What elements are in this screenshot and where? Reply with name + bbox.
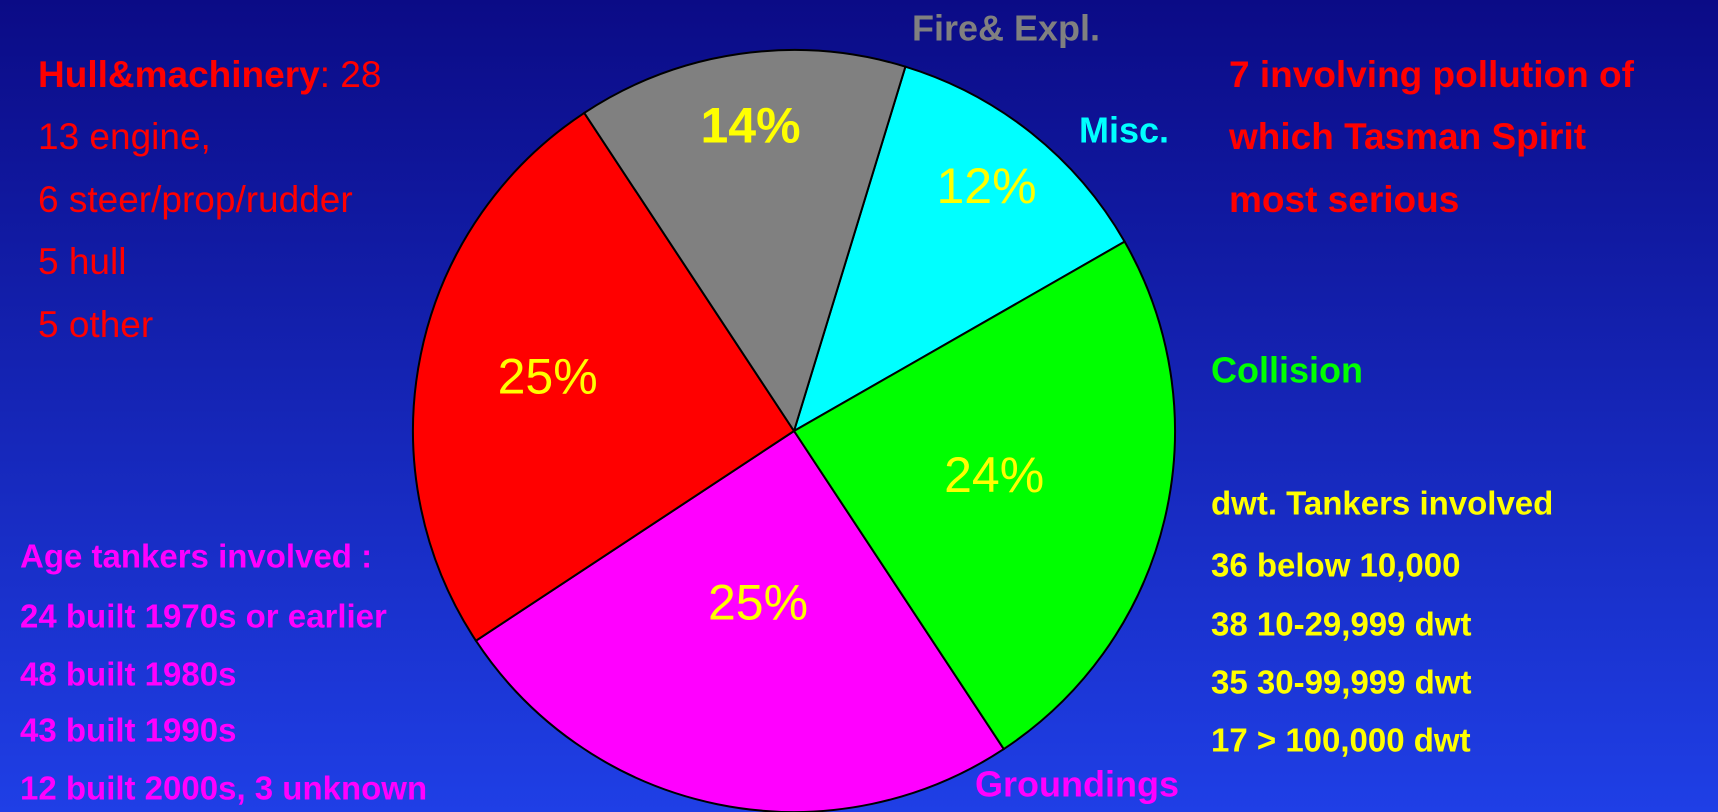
pie bbox=[412, 49, 1176, 812]
pollution-line: 7 involving pollution of bbox=[1229, 54, 1635, 95]
category-label: Groundings bbox=[975, 764, 1179, 805]
category-label: Collision bbox=[1211, 350, 1363, 391]
hull-line: 5 hull bbox=[38, 241, 126, 282]
dwt-line: 36 below 10,000 bbox=[1211, 547, 1460, 584]
category-label: Misc. bbox=[1079, 110, 1169, 151]
dwt-line: 38 10-29,999 dwt bbox=[1211, 606, 1472, 643]
hull-total: : 28 bbox=[320, 54, 382, 95]
pie-slice bbox=[582, 49, 907, 434]
labels: 12% Misc. 24% Collision 25% Groundings 25% 14% F… bbox=[498, 8, 1363, 805]
hull-line: 6 steer/prop/rudder bbox=[38, 179, 353, 220]
age-line: 12 built 2000s, 3 unknown bbox=[20, 770, 427, 807]
value-label: 24% bbox=[944, 447, 1044, 503]
annotations: Hull&machinery: 28 13 engine, 6 steer/prop… bbox=[20, 54, 1635, 807]
hull-line: 13 engine, bbox=[38, 116, 211, 157]
pie-slice bbox=[792, 65, 1126, 434]
pollution-line: most serious bbox=[1229, 179, 1459, 220]
age-line: 24 built 1970s or earlier bbox=[20, 598, 387, 635]
pie-slice bbox=[792, 240, 1176, 751]
hull-category: Hull&machinery bbox=[38, 54, 320, 95]
category-label: Fire& Expl. bbox=[912, 8, 1100, 49]
age-line: Age tankers involved : bbox=[20, 538, 372, 575]
hull-line: 5 other bbox=[38, 304, 153, 345]
dwt-line: dwt. Tankers involved bbox=[1211, 485, 1553, 522]
value-label: 25% bbox=[498, 349, 598, 405]
age-line: 48 built 1980s bbox=[20, 656, 236, 693]
pollution-line: which Tasman Spirit bbox=[1228, 116, 1586, 157]
value-label: 12% bbox=[936, 158, 1036, 214]
dwt-line: 17 > 100,000 dwt bbox=[1211, 722, 1471, 759]
value-label: 25% bbox=[708, 575, 808, 631]
pie-slice bbox=[474, 429, 1006, 812]
hull-heading: Hull&machinery: 28 bbox=[38, 54, 381, 95]
pie-slice bbox=[412, 111, 796, 643]
dwt-line: 35 30-99,999 dwt bbox=[1211, 664, 1472, 701]
value-label: 14% bbox=[700, 98, 800, 154]
age-line: 43 built 1990s bbox=[20, 712, 236, 749]
